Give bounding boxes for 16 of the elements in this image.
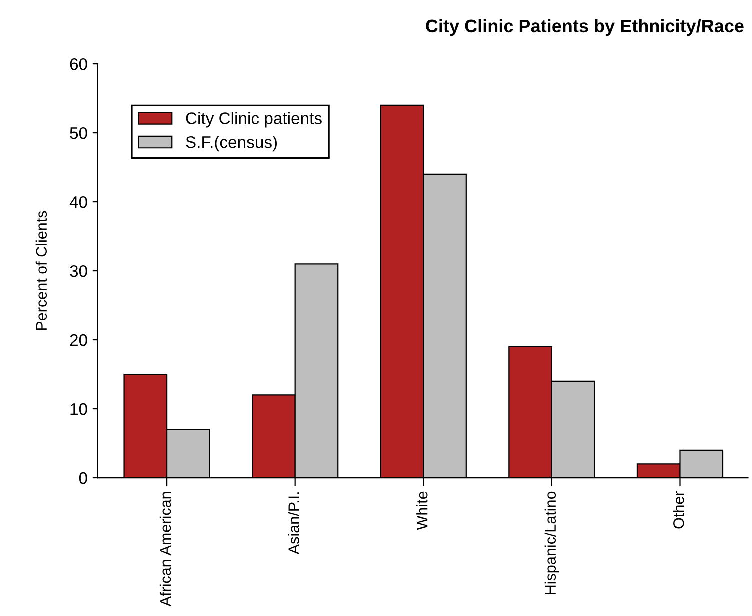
x-tick-label: African American: [160, 492, 172, 607]
y-tick-label: 60: [70, 58, 88, 70]
y-tick-label: 50: [70, 127, 88, 140]
y-tick-label: 20: [70, 334, 88, 346]
legend-label: S.F.(census): [186, 136, 278, 152]
x-tick-label: Other: [673, 491, 684, 529]
y-axis-title: Percent of Clients: [36, 211, 48, 330]
y-tick-label: 10: [70, 403, 88, 416]
legend-label: City Clinic patients: [186, 112, 322, 128]
x-tick-label: White: [416, 492, 428, 530]
y-tick-label: 40: [70, 196, 88, 208]
y-tick-label: 0: [79, 472, 88, 484]
x-tick-label: Asian/P.I.: [288, 492, 300, 555]
x-tick-label: Hispanic/Latino: [544, 492, 560, 594]
chart-title: City Clinic Patients by Ethnicity/Race: [426, 19, 744, 36]
y-tick-label: 30: [70, 265, 88, 278]
